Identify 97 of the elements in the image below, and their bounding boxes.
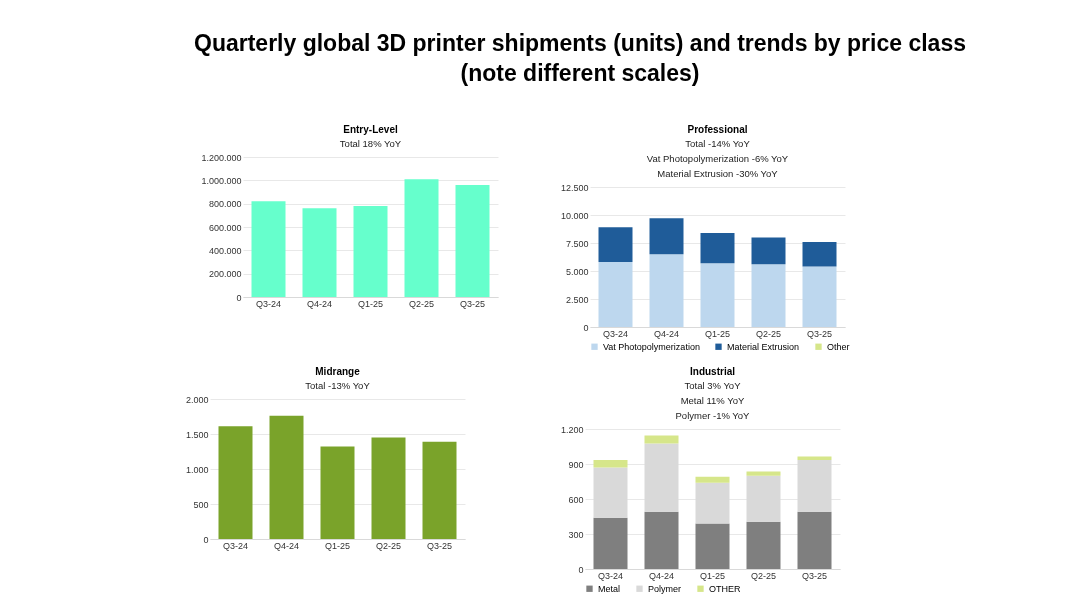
text: Total 3% YoY (684, 380, 742, 391)
y-tick-label: 1.200 (560, 424, 584, 435)
bar (371, 437, 406, 539)
legend-label: Other (827, 341, 850, 352)
y-tick-label: 900 (568, 459, 584, 470)
y-tick-label: 2.000 (185, 394, 209, 405)
y-tick-label: 500 (193, 499, 209, 510)
bar (455, 185, 490, 297)
bar (695, 476, 730, 483)
y-tick-label: 1.200.000 (201, 152, 242, 163)
bar (797, 511, 832, 569)
bar (320, 446, 355, 539)
bar (644, 435, 679, 444)
x-tick-label: Q3-24 (222, 540, 249, 551)
text: Total -13% YoY (305, 380, 371, 391)
bar (644, 511, 679, 569)
x-tick-label: Q2-25 (408, 298, 435, 309)
bar (302, 208, 337, 297)
text: Total 18% YoY (339, 138, 402, 149)
y-tick-label: 0 (236, 292, 242, 303)
bar (218, 426, 253, 539)
bar (598, 262, 633, 327)
bar (404, 179, 439, 297)
bar (353, 206, 388, 297)
text: Vat Photopolymerization -6% YoY (646, 153, 789, 164)
chart-title: Entry-Level (343, 124, 398, 135)
bar (746, 471, 781, 476)
bar (797, 459, 832, 512)
x-tick-label: Q3-24 (602, 328, 629, 339)
y-tick-label: 0 (203, 534, 209, 545)
bar (700, 263, 735, 327)
bar (269, 415, 304, 539)
y-tick-label: 1.000.000 (201, 175, 242, 186)
bar (593, 517, 628, 569)
y-tick-label: 600 (568, 494, 584, 505)
x-tick-label: Q2-25 (755, 328, 782, 339)
legend-label: OTHER (709, 583, 741, 594)
bar (751, 264, 786, 327)
legend-label: Material Extrusion (727, 341, 800, 352)
x-tick-label: Q3-25 (806, 328, 833, 339)
bar (751, 237, 786, 265)
y-tick-label: 5.000 (565, 266, 589, 277)
bar (695, 523, 730, 569)
text: Material Extrusion -30% YoY (657, 168, 779, 179)
x-tick-label: Q2-25 (750, 570, 777, 581)
y-tick-label: 200.000 (208, 269, 242, 280)
text: Metal 11% YoY (680, 395, 746, 406)
x-tick-label: Q1-25 (357, 298, 384, 309)
y-tick-label: 0 (583, 322, 589, 333)
bar (644, 443, 679, 512)
x-tick-label: Q3-24 (597, 570, 624, 581)
x-tick-label: Q1-25 (324, 540, 351, 551)
x-tick-label: Q3-25 (801, 570, 828, 581)
bar (802, 241, 837, 267)
y-tick-label: 800.000 (208, 199, 242, 210)
y-tick-label: 1.000 (185, 464, 209, 475)
x-tick-label: Q1-25 (704, 328, 731, 339)
x-tick-label: Q4-24 (653, 328, 680, 339)
bar (422, 441, 457, 539)
x-tick-label: Q3-25 (426, 540, 453, 551)
y-tick-label: 12.500 (560, 182, 589, 193)
y-tick-label: 600.000 (208, 222, 242, 233)
bar (746, 521, 781, 569)
y-tick-label: 2.500 (565, 294, 589, 305)
text: Total -14% YoY (685, 138, 751, 149)
x-tick-label: Q1-25 (699, 570, 726, 581)
bar (251, 201, 286, 297)
y-tick-label: 1.500 (185, 429, 209, 440)
bar (598, 227, 633, 263)
bar (649, 254, 684, 327)
bar (593, 467, 628, 518)
chart-title: Professional (687, 124, 748, 135)
x-tick-label: Q4-24 (273, 540, 300, 551)
chart-title: Midrange (315, 366, 361, 377)
legend-label: Polymer (648, 583, 682, 594)
legend-label: Metal (598, 583, 621, 594)
bar (700, 232, 735, 264)
y-tick-label: 0 (578, 564, 584, 575)
legend-label: Vat Photopolymerization (603, 341, 700, 352)
text: Quarterly global 3D printer shipments (units) and trends by price class (note different scales) (193, 29, 967, 88)
bar (649, 218, 684, 255)
x-tick-label: Q2-25 (375, 540, 402, 551)
x-tick-label: Q4-24 (306, 298, 333, 309)
x-tick-label: Q4-24 (648, 570, 675, 581)
y-tick-label: 400.000 (208, 245, 242, 256)
text: Polymer -1% YoY (675, 410, 751, 421)
bar (746, 475, 781, 522)
bar (802, 266, 837, 327)
x-tick-label: Q3-24 (255, 298, 282, 309)
y-tick-label: 7.500 (565, 238, 589, 249)
y-tick-label: 10.000 (560, 210, 589, 221)
x-tick-label: Q3-25 (459, 298, 486, 309)
chart-title: Industrial (689, 366, 736, 377)
bar (695, 482, 730, 524)
y-tick-label: 300 (568, 529, 584, 540)
bar (797, 456, 832, 460)
bar (593, 459, 628, 468)
